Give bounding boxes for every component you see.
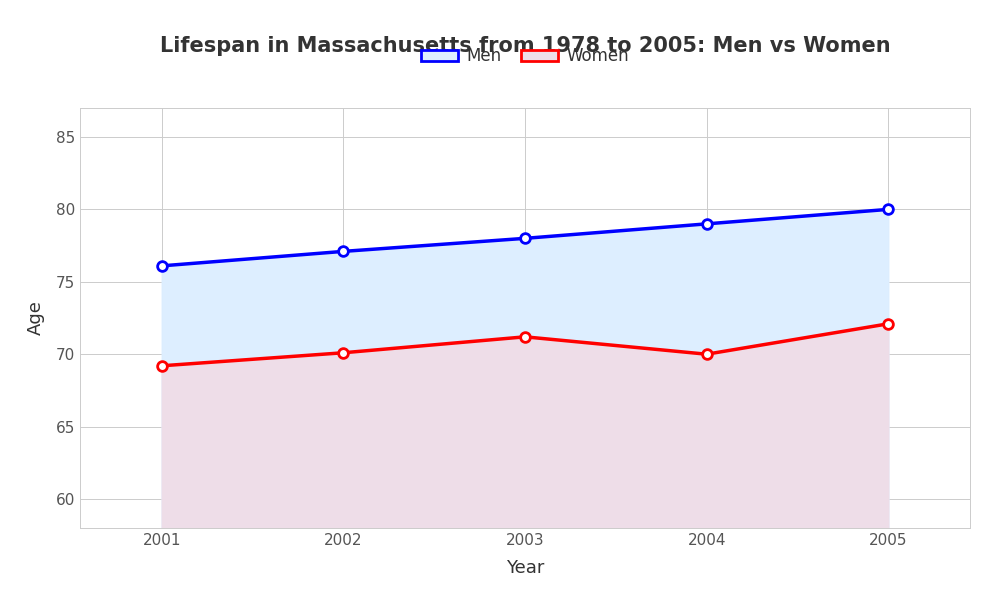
Title: Lifespan in Massachusetts from 1978 to 2005: Men vs Women: Lifespan in Massachusetts from 1978 to 2… [160, 37, 890, 56]
X-axis label: Year: Year [506, 559, 544, 577]
Y-axis label: Age: Age [27, 301, 45, 335]
Legend: Men, Women: Men, Women [414, 41, 636, 72]
